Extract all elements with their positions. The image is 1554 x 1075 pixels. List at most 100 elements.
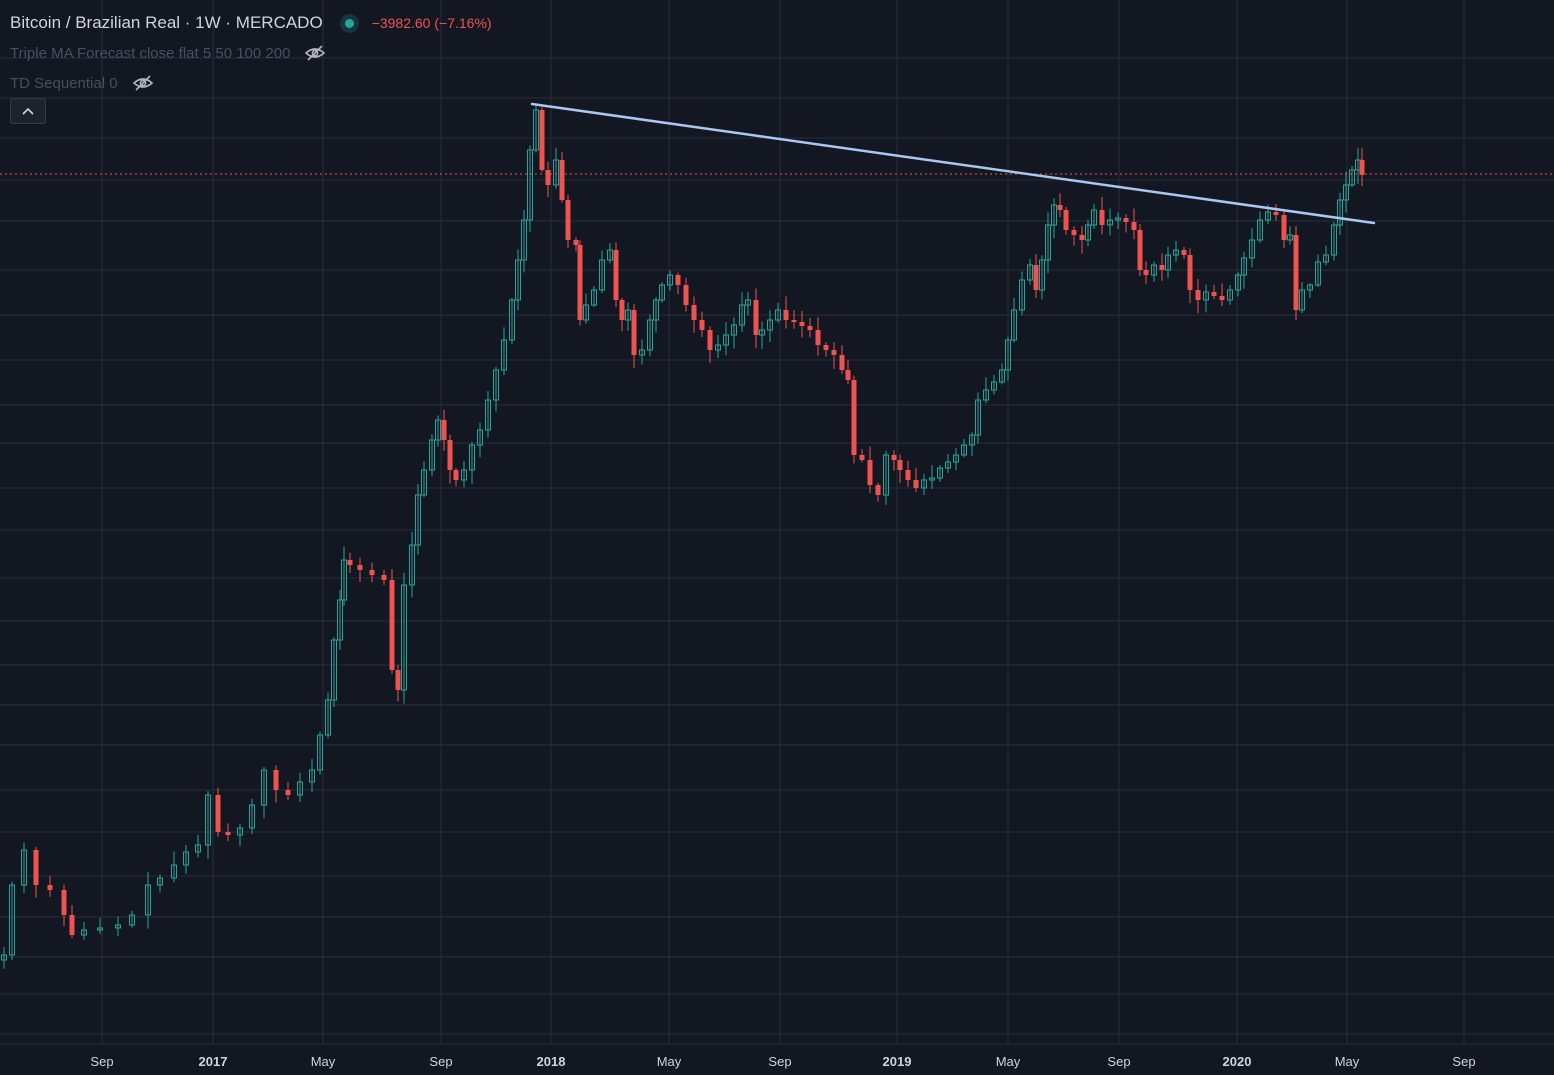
candle (261, 767, 267, 819)
candle-body (1123, 218, 1129, 222)
candle (21, 842, 27, 894)
candle-body (369, 570, 375, 575)
candle-body (331, 639, 337, 701)
candle (1337, 192, 1343, 236)
candle-body (613, 250, 619, 300)
candle-body (905, 470, 911, 480)
candle-body (625, 309, 631, 321)
candle-body (409, 544, 415, 586)
candle-body (69, 915, 75, 935)
candle-body (775, 309, 781, 321)
candle-body (1293, 235, 1299, 310)
market-status-icon[interactable] (344, 18, 354, 28)
candle-body (447, 440, 453, 470)
indicator-row[interactable]: Triple MA Forecast close flat 5 50 100 2… (10, 38, 492, 68)
trend-line[interactable] (530, 102, 1376, 225)
candle (421, 461, 427, 498)
candle-body (953, 454, 959, 463)
candle (799, 310, 805, 338)
candle-body (205, 794, 211, 846)
candle-body (261, 769, 267, 806)
collapse-legend-button[interactable] (10, 98, 46, 124)
candle (347, 552, 353, 573)
candle (875, 482, 881, 502)
candle (389, 569, 395, 674)
candle (157, 874, 163, 893)
candle-body (285, 790, 291, 795)
candle-body (1071, 230, 1077, 235)
candle-body (461, 469, 467, 481)
candle-body (1241, 257, 1247, 276)
candle-body (115, 924, 121, 929)
candle-body (823, 345, 829, 350)
candle (1173, 240, 1179, 262)
candle (1273, 204, 1279, 221)
candle (61, 884, 67, 927)
eye-hidden-icon[interactable] (132, 75, 154, 91)
candle (469, 441, 475, 484)
candle-body (883, 454, 889, 496)
time-axis-label: Sep (429, 1054, 452, 1069)
candle (683, 277, 689, 312)
candle-body (1085, 224, 1091, 241)
candle (521, 210, 527, 273)
candle (249, 798, 255, 835)
candle (715, 335, 721, 358)
candle (625, 302, 631, 331)
candle-body (1287, 234, 1293, 241)
indicator-row[interactable]: TD Sequential 0 (10, 68, 492, 98)
candle-body (249, 804, 255, 829)
candle-body (807, 326, 813, 330)
candle-body (707, 330, 713, 350)
candle-body (1349, 169, 1355, 186)
candle (573, 237, 579, 252)
candle-body (1151, 264, 1157, 276)
candle (1307, 282, 1313, 298)
candle (539, 107, 545, 173)
candle-body (647, 319, 653, 351)
candle-body (859, 455, 865, 460)
candle (1211, 284, 1217, 300)
eye-hidden-icon[interactable] (304, 45, 326, 61)
candle (533, 105, 539, 153)
time-axis-label: Sep (90, 1054, 113, 1069)
candle (145, 871, 151, 929)
candle (745, 292, 751, 316)
candle (1085, 219, 1091, 247)
candle (81, 922, 87, 940)
candle (401, 572, 407, 704)
candle (441, 409, 447, 451)
candle-body (1019, 279, 1025, 311)
candle-body (1343, 184, 1349, 201)
candle (1011, 297, 1017, 343)
candle-body (421, 469, 427, 496)
candle-body (1187, 255, 1193, 290)
candle (273, 765, 279, 803)
symbol-row[interactable]: Bitcoin / Brazilian Real · 1W · MERCADO … (10, 8, 492, 38)
candle-body (33, 850, 39, 885)
candle (297, 772, 303, 802)
time-axis[interactable]: Sep 2017 May Sep 2018 May Sep 2019 May Sep 2020 May… (90, 1054, 1475, 1069)
candle-body (515, 259, 521, 301)
candle (225, 823, 231, 841)
candle (215, 787, 221, 837)
candle (69, 905, 75, 938)
candle (1033, 254, 1039, 298)
candle-body (607, 249, 613, 261)
candle (409, 531, 415, 598)
candle (791, 310, 797, 329)
candle-body (591, 289, 597, 306)
candle-body (1203, 291, 1209, 301)
candle (527, 145, 533, 232)
candle-body (215, 795, 221, 832)
candle (129, 910, 135, 928)
candle (859, 449, 865, 463)
candle-body (171, 864, 177, 879)
candle (493, 366, 499, 412)
candle-body (477, 429, 483, 446)
candle (929, 465, 935, 489)
candle (739, 292, 745, 332)
candle (429, 434, 435, 477)
candle (851, 375, 857, 464)
